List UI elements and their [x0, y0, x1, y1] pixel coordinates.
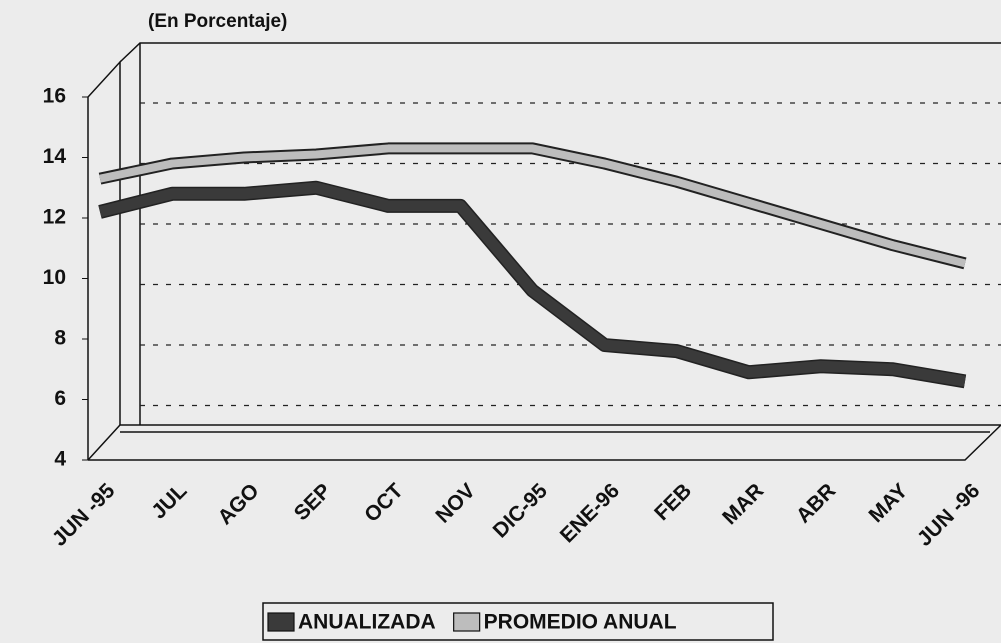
legend-swatch: [267, 612, 295, 632]
x-tick-label: JUL: [147, 479, 191, 523]
line-outline: [98, 142, 967, 270]
line: [99, 144, 966, 268]
x-tick-label: FEB: [650, 479, 696, 525]
x-tick-label: SEP: [290, 479, 336, 525]
y-tick-label: 10: [43, 266, 66, 289]
line: [98, 182, 966, 387]
legend-swatch: [453, 612, 481, 632]
x-tick-label: AGO: [214, 479, 264, 529]
frame: [87, 42, 1001, 461]
chart-subtitle: (En Porcentaje): [148, 11, 287, 32]
x-tick-label: OCT: [360, 479, 408, 527]
x-tick-label: NOV: [431, 479, 479, 527]
x-tick-label: MAY: [864, 479, 912, 527]
x-tick-label: ABR: [792, 479, 840, 527]
y-tick-label: 4: [54, 448, 66, 471]
y-tick-label: 16: [43, 85, 66, 108]
x-tick-label: DIC-95: [489, 479, 553, 543]
x-tick-label: ENE-96: [556, 479, 624, 547]
y-tick-label: 8: [54, 327, 66, 350]
y-tick-label: 6: [54, 387, 66, 410]
y-tick-label: 14: [43, 145, 67, 168]
y-tick-label: 12: [43, 206, 66, 229]
x-tick-label: MAR: [718, 479, 768, 529]
legend-box: [262, 602, 774, 641]
x-tick-label: JUN -96: [913, 479, 985, 551]
x-tick-label: JUN -95: [48, 479, 120, 551]
legend-label: ANUALIZADA: [298, 611, 436, 634]
legend-label: PROMEDIO ANUAL: [484, 611, 677, 634]
